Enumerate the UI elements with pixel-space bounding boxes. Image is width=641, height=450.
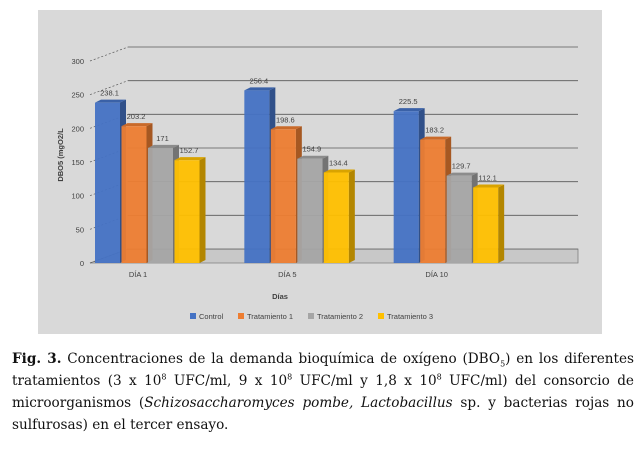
data-label: 171: [156, 134, 169, 143]
legend-label: Control: [199, 312, 224, 321]
bar: [323, 172, 349, 263]
bar-top: [95, 99, 126, 103]
y-axis-title: DBO5 (mgO2/L: [56, 128, 65, 182]
x-axis-title: Días: [272, 292, 288, 301]
caption-species: Schizosaccharomyces pombe, Lactobacillus: [144, 395, 453, 411]
bar-top: [174, 157, 206, 161]
y-tick-label: 0: [80, 259, 84, 268]
caption-text: sp. y bacterias rojas no sulfurosas) en …: [12, 395, 634, 433]
bar-top: [121, 123, 153, 127]
y-tick-label: 100: [71, 192, 84, 201]
bar-chart: 0 50 100 150 200 250 300 238.1 256.4 225.5 203.2 19…: [56, 46, 579, 321]
gridline-depth: [89, 80, 129, 95]
x-tick-label: DÍA 10: [425, 270, 448, 279]
bar: [446, 175, 472, 263]
y-tick-label: 50: [76, 225, 84, 234]
legend-label: Tratamiento 1: [247, 312, 293, 321]
y-tick-label: 150: [71, 158, 84, 167]
bar-top: [270, 126, 302, 130]
legend-item: Tratamiento 3: [378, 312, 433, 321]
bar: [270, 129, 296, 263]
bar-top: [393, 108, 425, 112]
bar: [95, 102, 120, 263]
data-label: 112.1: [479, 174, 497, 183]
bar-side: [498, 184, 505, 263]
caption-text: UFC/ml) del consorcio de microorganismos…: [12, 373, 634, 411]
bar-side: [348, 169, 355, 263]
data-label: 238.1: [100, 89, 119, 98]
data-label: 183.2: [425, 126, 444, 135]
caption-subscript: 5: [500, 359, 506, 369]
bar: [148, 147, 173, 263]
caption-text: ) en los diferentes tratamientos (3 x 10: [12, 351, 635, 389]
data-label: 203.2: [127, 112, 146, 121]
caption-text: Concentraciones de la demanda bioquímica…: [61, 351, 501, 367]
chart-panel: 0 50 100 150 200 250 300 238.1 256.4 225.5 203.2 19…: [38, 10, 602, 334]
data-label: 154.9: [302, 145, 321, 154]
legend-swatch: [308, 313, 314, 319]
y-tick-label: 250: [71, 91, 84, 100]
legend-swatch: [378, 313, 384, 319]
bar: [420, 139, 446, 263]
x-tick-label: DÍA 5: [278, 270, 296, 279]
legend-swatch: [238, 313, 244, 319]
bar: [393, 111, 419, 263]
data-label: 129.7: [452, 162, 471, 171]
legend-item: Tratamiento 1: [238, 312, 293, 321]
caption-superscript: 8: [287, 372, 293, 382]
y-tick-label: 300: [71, 57, 84, 66]
y-tick-label: 200: [71, 124, 84, 133]
figure-caption: Fig. 3. Concentraciones de la demanda bi…: [12, 348, 634, 436]
bar: [473, 187, 499, 263]
x-tick-label: DÍA 1: [129, 270, 147, 279]
legend-label: Tratamiento 3: [387, 312, 433, 321]
data-label: 198.6: [276, 115, 295, 124]
bar: [174, 160, 200, 263]
legend-item: Tratamiento 2: [308, 312, 363, 321]
caption-superscript: 8: [436, 372, 442, 382]
bar-top: [244, 87, 276, 91]
bar: [121, 126, 147, 263]
data-label: 225.5: [399, 97, 418, 106]
bar-top: [297, 155, 329, 159]
caption-text: UFC/ml y 1,8 x 10: [292, 373, 437, 389]
bar: [297, 158, 323, 263]
caption-label: Fig. 3.: [12, 351, 62, 367]
data-label: 134.4: [329, 159, 348, 168]
bar-top: [420, 136, 452, 140]
legend-swatch: [190, 313, 196, 319]
bar-top: [473, 184, 505, 188]
data-label: 152.7: [180, 146, 199, 155]
bar-top: [148, 144, 179, 148]
bar-top: [323, 169, 355, 173]
legend-item: Control: [190, 312, 224, 321]
gridline-depth: [89, 46, 129, 62]
bar-side: [199, 157, 206, 263]
legend-label: Tratamiento 2: [317, 312, 363, 321]
bar-top: [446, 172, 478, 176]
data-label: 256.4: [249, 76, 268, 85]
caption-text: UFC/ml, 9 x 10: [166, 373, 288, 389]
caption-superscript: 8: [161, 372, 167, 382]
bar: [244, 90, 270, 263]
